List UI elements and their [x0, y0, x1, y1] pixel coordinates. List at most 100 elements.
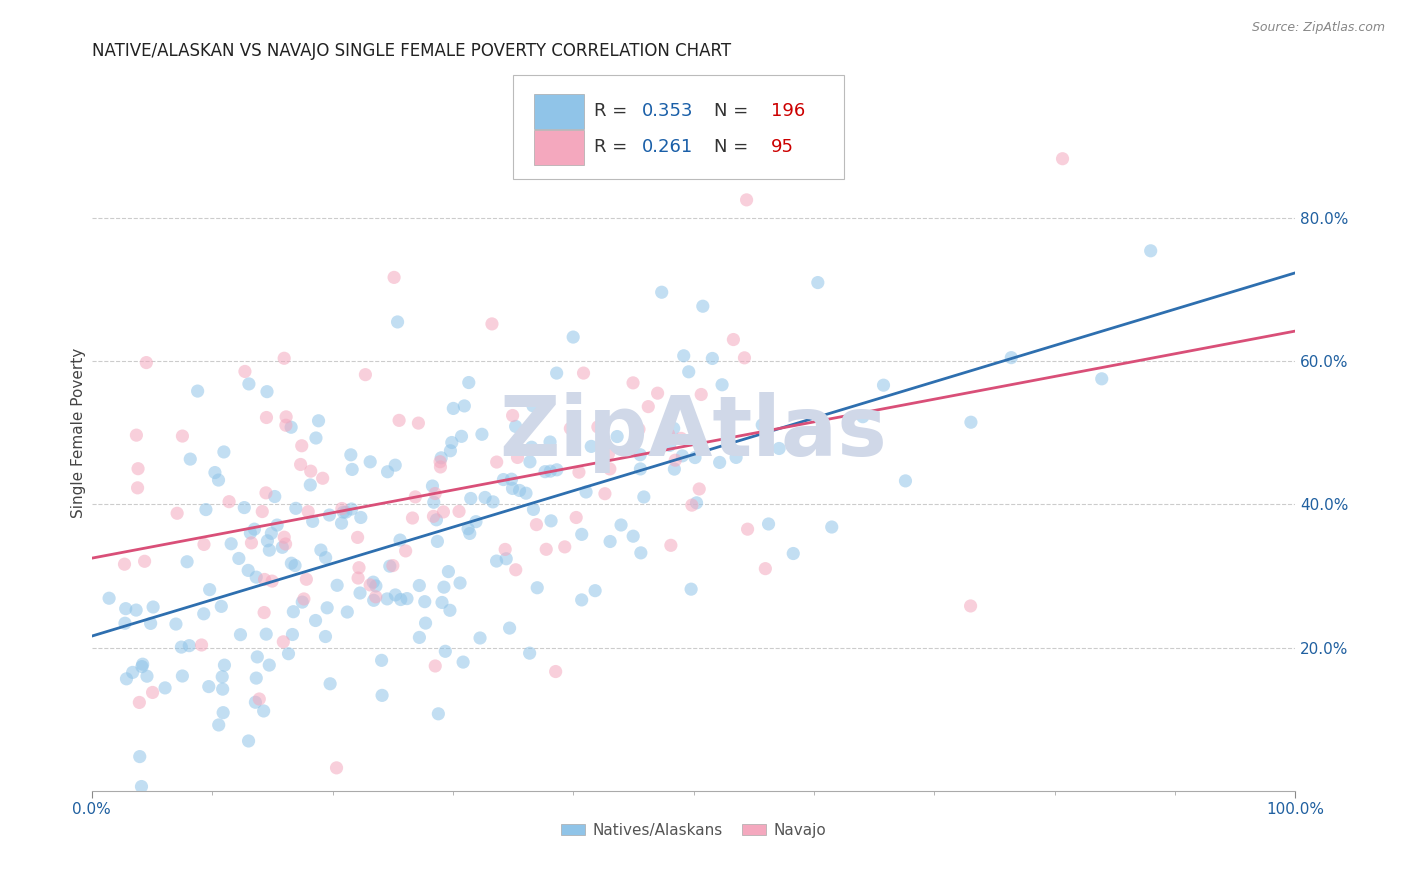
- Point: [297, 505, 319, 519]
- Point: [481, 317, 503, 331]
- Point: [273, 530, 295, 544]
- Point: [254, 486, 277, 500]
- Point: [664, 453, 686, 467]
- Point: [520, 440, 543, 454]
- Point: [439, 603, 461, 617]
- Point: [299, 464, 322, 478]
- Point: [872, 378, 894, 392]
- Point: [395, 544, 418, 558]
- Point: [245, 570, 267, 584]
- Point: [628, 448, 651, 462]
- Point: [233, 500, 256, 515]
- Point: [733, 351, 755, 365]
- Point: [723, 333, 745, 347]
- Point: [245, 695, 267, 709]
- Point: [381, 558, 404, 573]
- Point: [354, 368, 377, 382]
- Point: [522, 399, 544, 413]
- Point: [347, 560, 370, 574]
- Point: [628, 462, 651, 476]
- Point: [959, 599, 981, 613]
- Point: [671, 449, 693, 463]
- Point: [453, 399, 475, 413]
- Point: [658, 438, 681, 452]
- Legend: Natives/Alaskans, Navajo: Natives/Alaskans, Navajo: [555, 816, 832, 844]
- Point: [651, 285, 673, 300]
- Point: [422, 479, 444, 493]
- Point: [316, 600, 339, 615]
- Point: [239, 526, 262, 541]
- Point: [430, 595, 453, 609]
- Point: [534, 542, 557, 557]
- Point: [128, 749, 150, 764]
- Point: [332, 505, 354, 519]
- Point: [259, 543, 281, 558]
- Point: [371, 689, 394, 703]
- Point: [711, 377, 734, 392]
- Point: [502, 409, 524, 423]
- Point: [571, 593, 593, 607]
- Point: [127, 461, 149, 475]
- Point: [208, 718, 231, 732]
- Point: [179, 639, 201, 653]
- Point: [135, 355, 157, 369]
- Point: [128, 695, 150, 709]
- Point: [198, 582, 221, 597]
- Point: [114, 601, 136, 615]
- Point: [447, 504, 470, 518]
- Point: [519, 646, 541, 660]
- Point: [142, 685, 165, 699]
- Point: [330, 516, 353, 531]
- Point: [301, 514, 323, 528]
- Text: Source: ZipAtlas.com: Source: ZipAtlas.com: [1251, 21, 1385, 34]
- Point: [125, 428, 148, 442]
- Point: [598, 447, 620, 461]
- Point: [165, 617, 187, 632]
- Point: [131, 657, 153, 672]
- Point: [758, 516, 780, 531]
- Point: [408, 631, 430, 645]
- Point: [274, 418, 297, 433]
- Point: [606, 429, 628, 443]
- FancyBboxPatch shape: [533, 129, 583, 165]
- Point: [565, 510, 588, 524]
- Point: [387, 315, 409, 329]
- Text: ZipAtlas: ZipAtlas: [499, 392, 887, 474]
- Point: [688, 482, 710, 496]
- Point: [534, 465, 557, 479]
- Text: NATIVE/ALASKAN VS NAVAJO SINGLE FEMALE POVERTY CORRELATION CHART: NATIVE/ALASKAN VS NAVAJO SINGLE FEMALE P…: [91, 42, 731, 60]
- Point: [572, 366, 595, 380]
- Point: [621, 529, 644, 543]
- Point: [187, 384, 209, 398]
- FancyBboxPatch shape: [513, 75, 844, 179]
- Point: [717, 417, 740, 432]
- Point: [314, 630, 336, 644]
- Point: [430, 450, 453, 465]
- Point: [492, 473, 515, 487]
- Point: [583, 583, 606, 598]
- Point: [197, 680, 219, 694]
- Point: [1000, 351, 1022, 365]
- Point: [284, 501, 307, 516]
- Point: [266, 518, 288, 533]
- Point: [560, 421, 582, 435]
- Point: [683, 450, 706, 465]
- Point: [336, 605, 359, 619]
- Point: [450, 429, 472, 443]
- Point: [219, 537, 242, 551]
- Point: [485, 554, 508, 568]
- Point: [457, 376, 479, 390]
- Point: [465, 515, 488, 529]
- Point: [340, 462, 363, 476]
- Point: [214, 658, 236, 673]
- Point: [98, 591, 121, 606]
- Point: [437, 565, 460, 579]
- Point: [894, 474, 917, 488]
- Point: [460, 491, 482, 506]
- Point: [134, 554, 156, 568]
- Point: [204, 466, 226, 480]
- Point: [330, 501, 353, 516]
- Point: [311, 471, 333, 485]
- Point: [247, 692, 270, 706]
- Point: [451, 655, 474, 669]
